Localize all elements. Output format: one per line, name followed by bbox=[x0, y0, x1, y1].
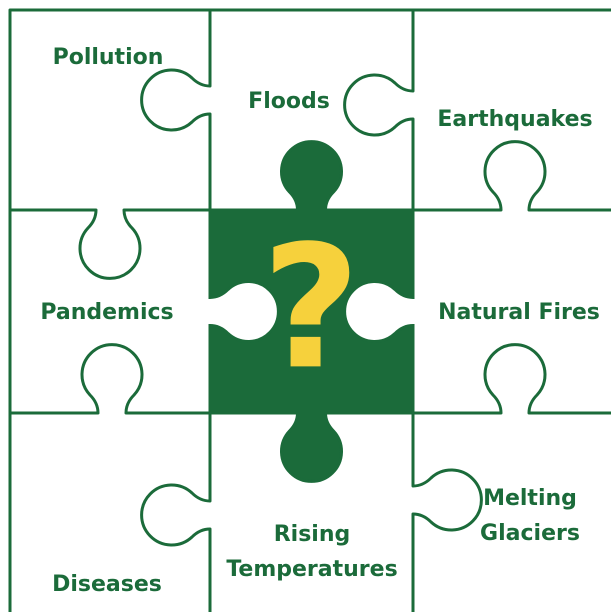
piece-label: Temperatures bbox=[226, 557, 397, 582]
piece-label: Pandemics bbox=[40, 300, 173, 325]
piece-edge bbox=[345, 10, 413, 210]
piece-label: Floods bbox=[248, 89, 330, 114]
piece-label: Diseases bbox=[52, 572, 162, 597]
piece-label: Pollution bbox=[53, 45, 164, 70]
question-mark: ? bbox=[262, 209, 361, 407]
piece-label: Rising bbox=[274, 522, 351, 547]
piece-label: Natural Fires bbox=[438, 300, 600, 325]
piece-label: Glaciers bbox=[480, 521, 580, 546]
piece-label: Earthquakes bbox=[437, 107, 592, 132]
piece-edge bbox=[10, 345, 210, 413]
piece-edge bbox=[142, 10, 210, 210]
piece-edge bbox=[413, 345, 611, 413]
piece-edge bbox=[413, 413, 481, 612]
piece-edge bbox=[413, 142, 611, 210]
piece-label: Melting bbox=[483, 486, 577, 511]
piece-edge bbox=[10, 210, 210, 278]
puzzle-diagram: ? Pollution Floods Earthquakes Pandemics Natu… bbox=[0, 0, 611, 612]
